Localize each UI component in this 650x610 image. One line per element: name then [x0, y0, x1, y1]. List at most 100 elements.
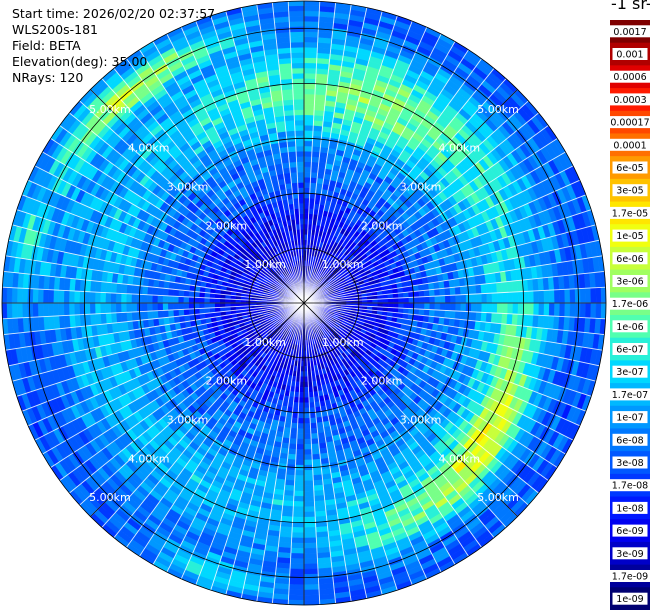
range-gate-cell — [288, 594, 305, 601]
range-gate-cell — [291, 417, 299, 424]
range-gate-cell — [590, 302, 597, 319]
range-gate-cell — [502, 302, 509, 314]
range-gate-cell — [303, 213, 309, 220]
range-gate-cell — [290, 553, 305, 560]
range-gate-cell — [311, 443, 320, 450]
range-gate-cell — [486, 292, 493, 304]
range-gate-cell — [454, 310, 462, 320]
range-gate-cell — [418, 302, 425, 310]
range-gate-cell — [303, 156, 312, 163]
range-gate-cell — [481, 293, 488, 304]
range-gate-cell — [398, 302, 405, 309]
range-gate-cell — [303, 516, 316, 523]
range-gate-cell — [585, 287, 592, 304]
range-gate-cell — [303, 124, 314, 131]
range-gate-cell — [290, 547, 305, 554]
range-gate-cell — [303, 547, 318, 554]
range-gate-cell — [418, 290, 425, 298]
range-gate-cell — [512, 302, 519, 315]
range-gate-cell — [303, 0, 321, 7]
range-gate-cell — [292, 511, 305, 518]
range-gate-cell — [292, 516, 305, 523]
range-gate-cell — [310, 438, 320, 445]
range-gate-cell — [303, 150, 313, 157]
range-gate-cell — [293, 490, 305, 497]
range-gate-cell — [460, 302, 467, 312]
range-gate-cell — [538, 290, 545, 304]
range-gate-cell — [303, 527, 317, 534]
range-gate-cell — [459, 285, 467, 296]
range-gate-cell — [311, 448, 321, 455]
range-gate-cell — [295, 449, 305, 456]
range-gate-cell — [485, 312, 493, 323]
range-gate-cell — [491, 292, 498, 304]
range-gate-cell — [303, 52, 318, 59]
range-gate-cell — [303, 5, 320, 12]
range-gate-cell — [297, 412, 305, 419]
range-gate-cell — [480, 312, 487, 323]
range-gate-cell — [313, 109, 325, 117]
range-gate-cell — [285, 469, 296, 476]
range-gate-cell — [309, 412, 317, 419]
range-gate-cell — [475, 284, 482, 295]
range-gate-cell — [296, 438, 305, 445]
range-gate-cell — [439, 309, 446, 319]
range-gate-cell — [303, 15, 320, 22]
range-gate-cell — [287, 453, 297, 461]
range-gate-cell — [293, 501, 305, 508]
range-gate-cell — [313, 495, 326, 502]
range-gate-cell — [288, 438, 298, 445]
range-gate-cell — [413, 290, 420, 298]
range-gate-cell — [554, 289, 561, 304]
range-gate-cell — [595, 287, 602, 304]
range-gate-cell — [303, 10, 320, 17]
range-gate-cell — [444, 295, 451, 304]
range-gate-cell — [285, 474, 296, 481]
range-gate-cell — [314, 94, 327, 101]
range-gate-cell — [554, 302, 561, 317]
range-gate-cell — [303, 417, 311, 424]
range-gate-cell — [281, 505, 294, 512]
range-gate-cell — [424, 302, 431, 310]
range-gate-cell — [290, 422, 298, 429]
range-gate-cell — [303, 433, 312, 440]
range-gate-cell — [454, 286, 462, 296]
range-gate-cell — [434, 295, 441, 304]
range-gate-cell — [303, 594, 320, 601]
range-gate-cell — [496, 281, 503, 294]
range-gate-cell — [398, 297, 405, 304]
range-gate-cell — [303, 490, 315, 497]
range-gate-cell — [574, 302, 581, 318]
range-gate-cell — [294, 475, 305, 482]
range-gate-cell — [310, 166, 319, 173]
range-gate-cell — [413, 302, 420, 310]
range-gate-cell — [303, 584, 320, 591]
range-gate-cell — [429, 295, 436, 304]
range-gate-cell — [303, 599, 321, 606]
range-gate-cell — [491, 302, 498, 314]
range-gate-cell — [293, 495, 305, 502]
range-gate-cell — [423, 309, 430, 317]
range-gate-cell — [303, 67, 317, 74]
range-gate-cell — [449, 286, 456, 296]
range-gate-cell — [538, 302, 545, 316]
range-gate-cell — [470, 293, 477, 304]
range-gate-cell — [294, 480, 305, 487]
range-gate-cell — [303, 402, 310, 409]
range-gate-cell — [485, 283, 493, 294]
range-gate-cell — [439, 287, 446, 297]
range-gate-cell — [564, 302, 571, 318]
range-gate-cell — [310, 177, 318, 184]
range-gate-cell — [413, 296, 420, 304]
range-gate-cell — [298, 392, 305, 398]
range-gate-cell — [296, 428, 305, 435]
range-gate-cell — [303, 119, 314, 126]
range-gate-cell — [387, 302, 394, 308]
range-gate-cell — [297, 423, 305, 430]
range-gate-cell — [496, 292, 503, 304]
range-gate-cell — [303, 469, 314, 476]
range-gate-cell — [295, 454, 305, 461]
range-gate-cell — [564, 288, 571, 304]
range-gate-cell — [434, 288, 441, 297]
